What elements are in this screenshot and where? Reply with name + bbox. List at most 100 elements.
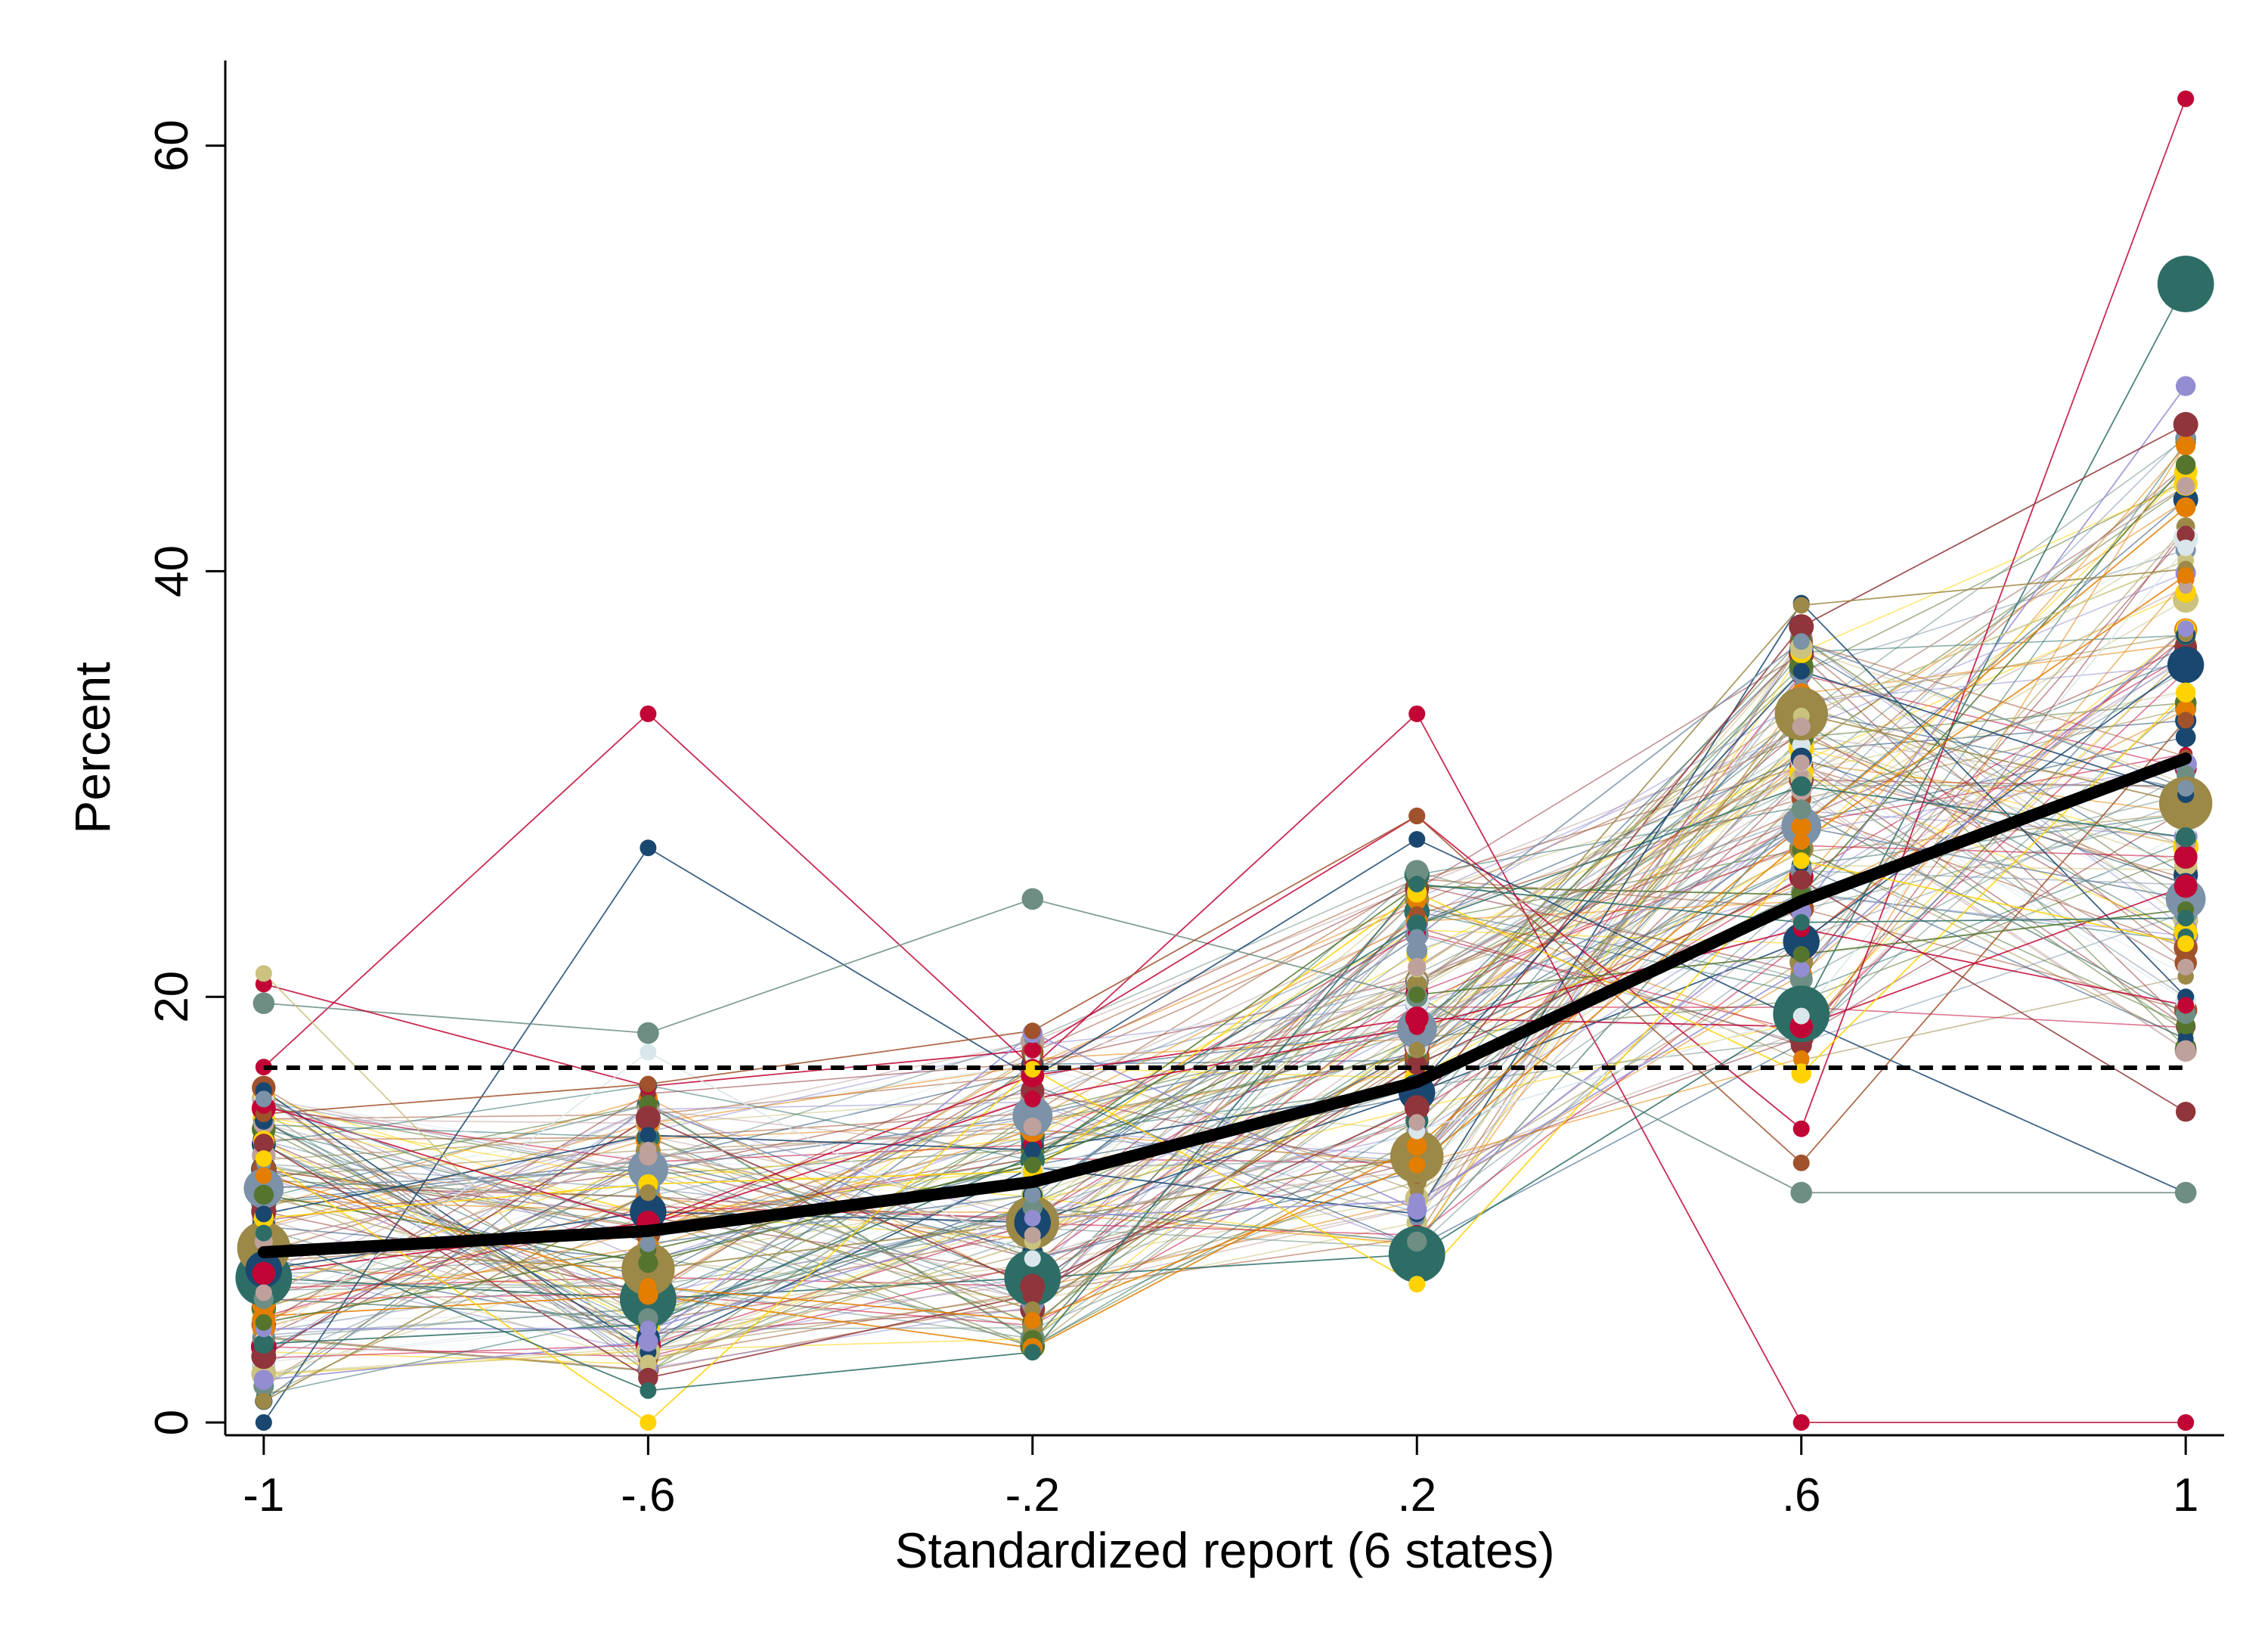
series-line	[263, 736, 2186, 1120]
data-point	[1024, 1344, 1041, 1361]
data-point	[1408, 1156, 1426, 1174]
data-point	[2177, 620, 2195, 637]
data-point	[1791, 870, 1811, 890]
series-line	[263, 674, 2186, 1296]
data-point	[2177, 435, 2195, 453]
data-point	[1408, 929, 1426, 946]
series-line	[263, 602, 2186, 1354]
series-line	[263, 445, 2186, 1321]
series-line	[263, 647, 2186, 1326]
series-line	[263, 526, 2186, 1298]
data-point	[1405, 860, 1429, 884]
data-point	[640, 705, 657, 722]
series-line	[263, 712, 2186, 1270]
data-point	[1404, 1095, 1430, 1121]
data-point	[1024, 1141, 1041, 1158]
series-line	[263, 692, 2186, 1219]
data-point	[255, 1284, 272, 1301]
series-line	[263, 772, 2186, 1376]
y-tick-label: 20	[146, 971, 198, 1023]
series-line	[263, 664, 2186, 1270]
data-point	[253, 992, 275, 1015]
data-point	[2175, 497, 2196, 518]
series-line	[263, 568, 2186, 1402]
series-line	[263, 480, 2186, 1176]
series-points	[235, 90, 2214, 1431]
series-line	[263, 761, 2186, 1294]
data-point	[640, 1235, 657, 1252]
data-point	[1024, 1041, 1041, 1059]
series-line	[263, 578, 2186, 1227]
series-line	[263, 808, 2186, 1320]
data-point	[1408, 705, 1426, 722]
data-point	[640, 1184, 657, 1202]
series-line	[263, 785, 2186, 1345]
data-point	[1024, 1156, 1041, 1174]
data-point	[1792, 717, 1811, 736]
series-line	[263, 538, 2186, 1300]
series-line	[263, 826, 2186, 1189]
data-point	[1024, 1312, 1041, 1329]
data-point	[1408, 831, 1426, 848]
data-point	[2175, 827, 2196, 848]
series-line	[263, 534, 2186, 1293]
data-point	[1407, 1231, 1427, 1252]
data-point	[640, 1414, 657, 1431]
data-point	[2173, 411, 2198, 437]
data-point	[2158, 776, 2213, 830]
series-line	[263, 665, 2186, 1369]
series-line	[263, 928, 2186, 1226]
data-point	[1792, 1120, 1810, 1137]
data-point	[1022, 1285, 1043, 1305]
series-line	[263, 547, 2186, 1341]
data-point	[640, 1278, 657, 1295]
data-point	[2174, 845, 2198, 869]
series-line	[263, 774, 2186, 1387]
data-point	[640, 1354, 657, 1372]
data-point	[2177, 539, 2195, 557]
series-line	[263, 814, 2186, 1339]
data-point	[638, 1367, 658, 1388]
data-point	[2175, 376, 2196, 396]
data-point	[2175, 454, 2196, 475]
x-tick-label: .6	[1782, 1469, 1821, 1521]
data-point	[253, 1134, 274, 1154]
x-tick-label: .2	[1397, 1469, 1436, 1521]
data-point	[1792, 852, 1810, 870]
data-point	[640, 1127, 657, 1144]
series-line	[263, 670, 2186, 1163]
series-line	[263, 628, 2186, 1330]
series-line	[263, 734, 2186, 1124]
data-point	[1408, 876, 1426, 893]
data-point	[1408, 1018, 1426, 1035]
series-line	[263, 908, 2186, 1323]
series-line	[263, 763, 2186, 1356]
series-line	[263, 792, 2186, 1295]
data-point	[255, 1313, 272, 1331]
series-line	[263, 653, 2186, 1335]
data-point	[255, 1205, 272, 1223]
data-point	[2177, 526, 2195, 544]
data-point	[1024, 1022, 1041, 1040]
y-axis-title: Percent	[64, 662, 120, 833]
data-point	[1024, 1227, 1041, 1244]
y-tick-label: 40	[146, 545, 198, 597]
data-point	[2177, 476, 2195, 495]
data-point	[2177, 910, 2195, 927]
data-point	[253, 1333, 274, 1354]
data-point	[1024, 1186, 1041, 1203]
data-point	[1408, 808, 1426, 825]
data-point	[1792, 913, 1810, 931]
series-line	[263, 435, 2186, 1231]
data-point	[1792, 945, 1810, 963]
data-point	[2175, 682, 2196, 703]
data-point	[1792, 633, 1810, 650]
data-point	[2177, 958, 2195, 975]
series-line	[263, 721, 2186, 1162]
data-point	[252, 1261, 276, 1286]
series-line	[263, 854, 2186, 1372]
data-point	[255, 1150, 272, 1168]
series-line	[263, 758, 2186, 1339]
data-point	[1024, 1250, 1041, 1267]
data-point	[1408, 986, 1426, 1003]
